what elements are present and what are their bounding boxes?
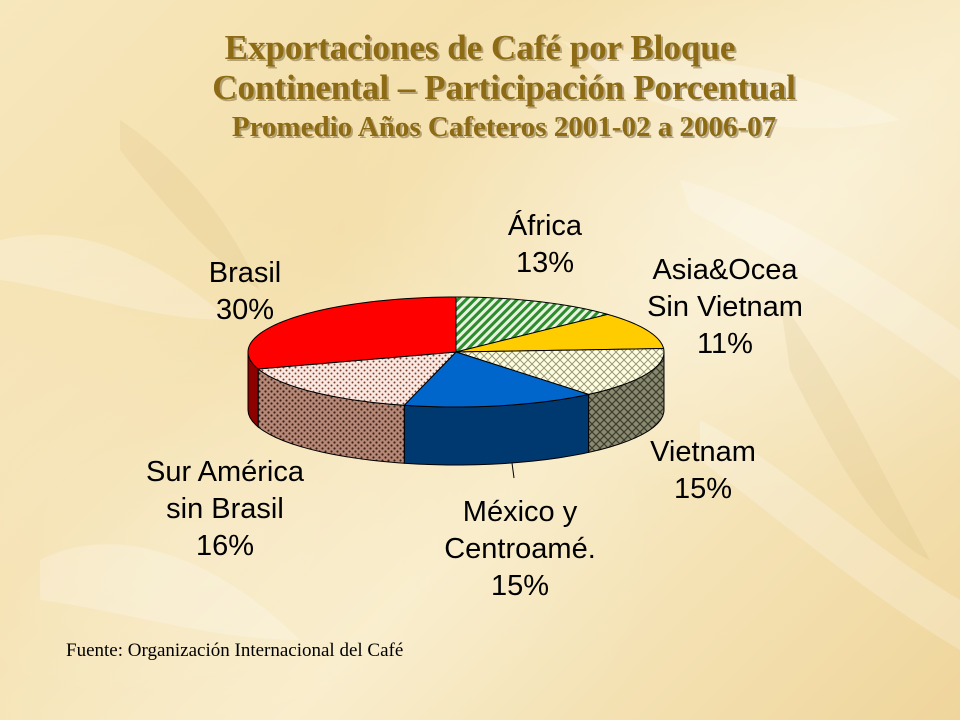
pie-slice-asia [455,313,665,353]
pie-slice-vietnam [455,348,665,395]
pie-slice-sur-america [256,351,458,406]
slice-label-asia: Asia&Ocea Sin Vietnam 11% [630,252,820,363]
slice-label-mexico-value: 15% [490,570,550,602]
slice-label-sur-america-name-2: sin Brasil [166,493,284,525]
slice-label-brasil-value: 30% [215,294,275,326]
slice-label-mexico-name-1: México y [462,496,578,528]
pie-slice-africa [455,296,610,353]
slice-label-asia-value: 11% [697,328,753,360]
pie-sides [247,351,665,466]
slice-label-vietnam-value: 15% [673,473,733,505]
pie-tops [247,296,665,408]
slice-label-brasil-name: Brasil [208,257,282,289]
slide-title: Exportaciones de Café por Bloque Contine… [0,28,960,146]
slice-label-sur-america-value: 16% [195,530,255,562]
slice-label-asia-name-1: Asia&Ocea [652,254,798,286]
title-line-2: Continental – Participación Porcentual [212,68,796,107]
slice-label-mexico: México y Centroamé. 15% [430,494,610,605]
slice-label-vietnam-name: Vietnam [650,436,756,468]
title-line-3: Promedio Años Cafeteros 2001-02 a 2006-0… [231,111,777,143]
source-note: Fuente: Organización Internacional del C… [66,640,404,661]
slice-label-sur-america-name-1: Sur América [146,456,304,488]
slice-label-brasil: Brasil 30% [180,255,310,329]
slice-label-africa: África 13% [480,208,610,282]
pie-slice-mexico [403,351,591,408]
slice-label-mexico-name-2: Centroamé. [444,533,596,565]
pie-slice-brasil [247,296,457,370]
slice-label-asia-name-2: Sin Vietnam [647,291,803,323]
slice-label-sur-america: Sur América sin Brasil 16% [125,454,325,565]
slice-label-africa-name: África [507,210,583,242]
slice-label-africa-value: 13% [515,247,575,279]
slice-label-vietnam: Vietnam 15% [638,434,768,508]
leader-line [511,462,515,479]
title-line-1: Exportaciones de Café por Bloque [224,28,736,67]
